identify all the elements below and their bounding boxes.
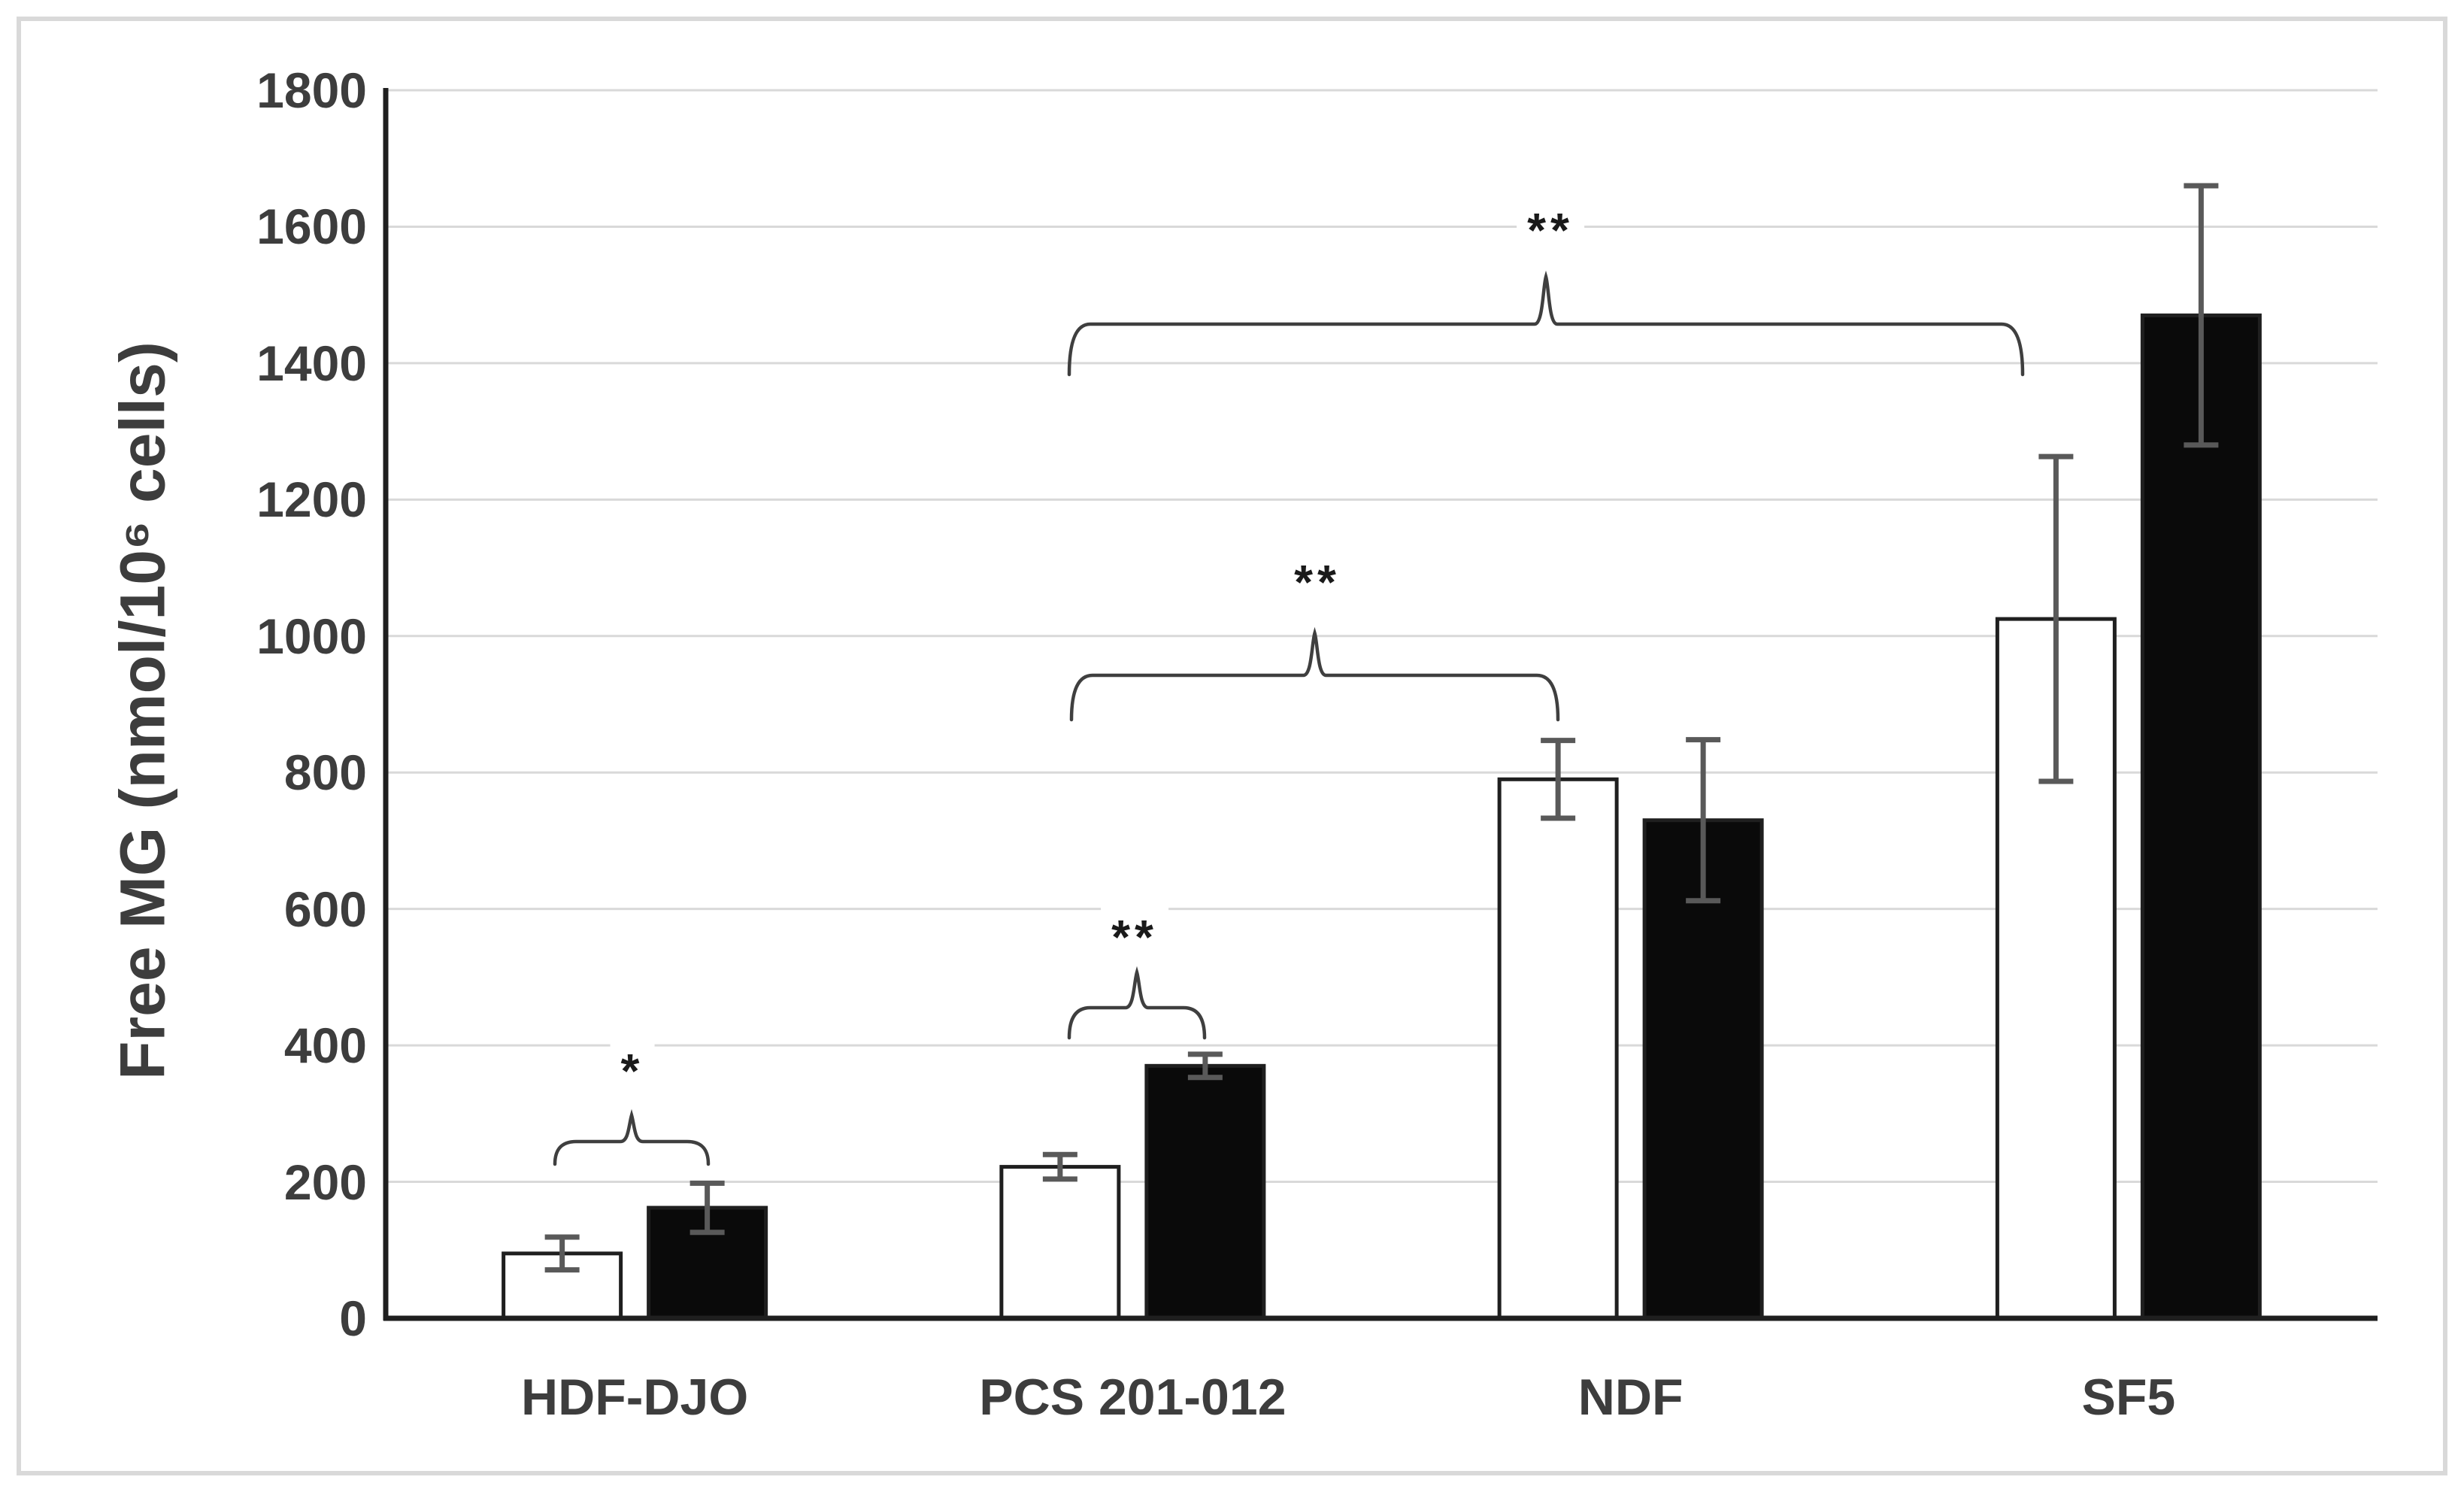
y-tick-label-400: 400: [283, 1017, 367, 1074]
bar-PCS 201-012-filled: [1144, 1063, 1266, 1321]
category-label-HDF-DJO: HDF-DJO: [521, 1369, 749, 1426]
y-tick-label-1200: 1200: [256, 472, 367, 528]
figure-border: [17, 17, 2447, 1475]
category-label-SF5: SF5: [2081, 1369, 2176, 1426]
y-axis-title: Free MG (nmol/10⁶ cells): [107, 341, 178, 1080]
y-tick-label-1000: 1000: [256, 608, 367, 664]
bar-PCS 201-012-open: [999, 1165, 1121, 1321]
y-tick-label-800: 800: [283, 744, 367, 801]
bar-NDF-open: [1497, 777, 1619, 1321]
category-label-NDF: NDF: [1578, 1369, 1684, 1426]
y-tick-label-600: 600: [283, 881, 367, 937]
category-label-PCS-201-012: PCS 201-012: [979, 1369, 1287, 1426]
significance-bracket-4: [1067, 270, 2025, 377]
significance-bracket-2: [1067, 966, 1207, 1040]
y-tick-label-200: 200: [283, 1154, 367, 1210]
significance-label-1: *: [610, 1041, 655, 1095]
y-tick-label-1400: 1400: [256, 335, 367, 391]
significance-bracket-1: [553, 1108, 711, 1166]
y-tick-label-1600: 1600: [256, 199, 367, 255]
significance-label-2: **: [1101, 907, 1168, 961]
y-tick-label-0: 0: [339, 1290, 367, 1346]
significance-bracket-3: [1069, 626, 1560, 722]
significance-label-3: **: [1284, 552, 1351, 606]
significance-label-4: **: [1517, 200, 1584, 254]
y-tick-label-1800: 1800: [256, 62, 367, 118]
bar-SF5-filled: [2140, 313, 2262, 1321]
